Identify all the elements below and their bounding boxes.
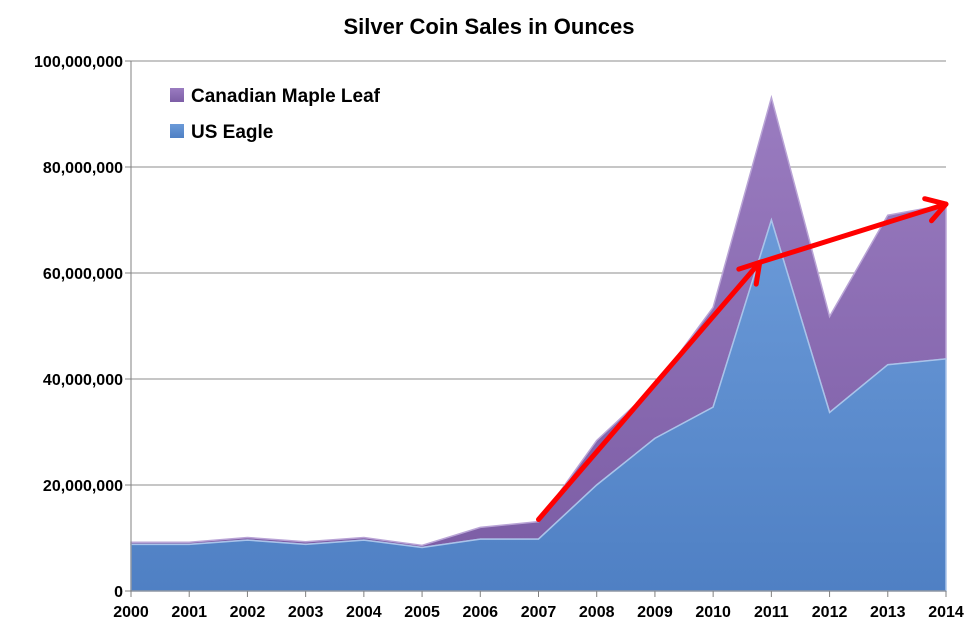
x-tick-label-2012: 2012: [812, 604, 848, 621]
legend-swatch-canadian-maple-leaf: [170, 88, 184, 102]
legend-swatch-us-eagle: [170, 124, 184, 138]
x-axis-tick-labels: 2000 2001 2002 2003 2004 2005 2006 2007 2008 2009…: [113, 604, 964, 621]
annotation-arrow-1: [757, 201, 949, 265]
x-tick-label-2003: 2003: [288, 604, 324, 621]
y-tick-label-1: 20,000,000: [43, 478, 123, 495]
x-tick-label-2010: 2010: [695, 604, 731, 621]
annotation-arrowhead-1: [922, 196, 949, 224]
area-us-eagle: [130, 217, 947, 592]
x-tick-label-2004: 2004: [346, 604, 382, 621]
x-tick-label-2013: 2013: [870, 604, 906, 621]
chart-title: Silver Coin Sales in Ounces: [344, 14, 635, 39]
y-tick-label-4: 80,000,000: [43, 160, 123, 177]
x-tick-label-2005: 2005: [404, 604, 440, 621]
x-tick-label-2007: 2007: [521, 604, 557, 621]
annotation-arrow-0: [536, 259, 763, 522]
y-tick-label-3: 60,000,000: [43, 266, 123, 283]
y-tick-label-0: 0: [114, 584, 123, 601]
y-tick-label-2: 40,000,000: [43, 372, 123, 389]
x-tick-label-2009: 2009: [637, 604, 673, 621]
y-tick-label-5: 100,000,000: [34, 54, 123, 71]
x-tick-label-2001: 2001: [171, 604, 207, 621]
x-tick-label-2014: 2014: [928, 604, 964, 621]
legend-label-canadian-maple-leaf: Canadian Maple Leaf: [191, 86, 381, 107]
x-tick-label-2008: 2008: [579, 604, 615, 621]
legend: Canadian Maple Leaf US Eagle: [170, 86, 381, 143]
y-axis-tick-labels: 0 20,000,000 40,000,000 60,000,000 80,000,00…: [34, 54, 123, 601]
axes: [125, 60, 947, 597]
legend-label-us-eagle: US Eagle: [191, 122, 273, 143]
x-tick-label-2011: 2011: [754, 604, 789, 621]
x-tick-label-2002: 2002: [230, 604, 266, 621]
area-series: [130, 94, 947, 592]
x-tick-label-2006: 2006: [462, 604, 498, 621]
x-tick-label-2000: 2000: [113, 604, 149, 621]
annotation-arrows: [536, 196, 949, 522]
